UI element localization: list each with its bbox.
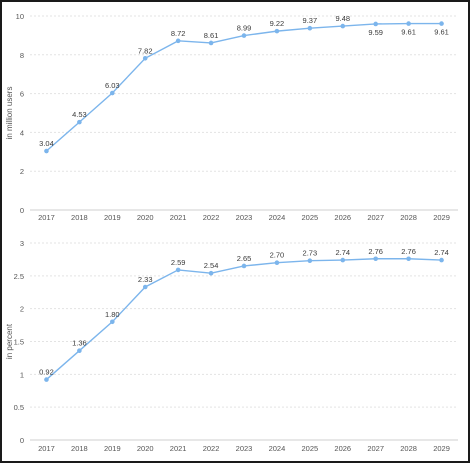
data-label: 2.59 [171,258,186,267]
y-tick-label: 10 [16,12,24,21]
data-label: 8.72 [171,29,186,38]
data-label: 2.76 [401,247,416,256]
data-label: 0.92 [39,368,54,377]
x-tick-label: 2024 [269,444,286,453]
x-tick-label: 2028 [400,444,417,453]
x-tick-label: 2022 [203,213,220,222]
chart-1: 0 2 4 6 8 10 in million users 2017 2018 2019 2020 2… [5,12,458,222]
chart-2: 0 0.5 1 1.5 2 2.5 3 in percent 2017 2018 2019 2020 2… [5,239,458,453]
data-label: 4.53 [72,110,87,119]
x-tick-label: 2025 [302,213,319,222]
y-tick-label: 6 [20,90,24,99]
x-tick-label: 2025 [302,444,319,453]
x-tick-label: 2029 [433,444,450,453]
data-point [110,319,115,325]
data-label: 2.74 [335,248,350,257]
data-label: 2.73 [303,249,318,258]
data-point [439,21,444,26]
y-axis-title: in million users [5,87,14,140]
x-tick-label: 2018 [71,213,88,222]
y-tick-label: 1 [20,370,24,379]
y-tick-label: 8 [20,51,24,60]
data-point [142,284,148,290]
x-tick-label: 2027 [367,213,384,222]
data-label: 2.65 [237,254,252,263]
data-point [142,55,148,61]
data-point [373,256,378,262]
y-tick-label: 2 [20,305,24,314]
x-tick-label: 2024 [269,213,286,222]
data-point [44,377,49,382]
x-tick-label: 2021 [170,213,187,222]
data-label: 7.82 [138,46,153,55]
data-label: 2.70 [270,251,285,260]
y-tick-label: 3 [20,239,24,248]
x-tick-label: 2020 [137,213,154,222]
x-tick-label: 2019 [104,213,121,222]
data-label: 2.74 [434,248,449,257]
data-label: 8.99 [237,24,252,33]
data-point [175,38,181,44]
data-point [241,263,247,269]
x-tick-label: 2018 [71,444,88,453]
y-tick-label: 4 [20,128,24,137]
data-label: 9.37 [303,16,318,25]
data-label: 2.54 [204,261,219,270]
data-point [77,119,82,125]
data-point [241,33,247,38]
x-tick-label: 2017 [38,444,55,453]
data-label: 1.36 [72,339,87,348]
data-label: 3.04 [39,139,54,148]
data-point [307,258,313,264]
y-tick-label: 0 [20,436,24,445]
x-tick-label: 2017 [38,213,55,222]
data-label: 2.33 [138,275,153,284]
x-tick-label: 2021 [170,444,187,453]
data-point [406,21,411,26]
x-tick-label: 2020 [137,444,154,453]
data-point [373,21,378,27]
x-tick-label: 2026 [334,444,351,453]
data-point [274,260,280,266]
data-label: 9.61 [401,28,416,37]
data-point [208,40,214,46]
data-label: 9.48 [335,14,350,23]
y-tick-label: 0 [20,206,24,215]
x-tick-label: 2023 [236,213,253,222]
data-point [44,148,49,154]
data-label: 8.61 [204,31,219,40]
data-point [340,257,346,263]
y-tick-label: 0.5 [14,403,24,412]
data-point [110,90,115,96]
data-point [340,23,346,29]
y-tick-label: 2 [20,167,24,176]
y-axis-title: in percent [5,323,14,359]
x-tick-label: 2019 [104,444,121,453]
x-tick-label: 2028 [400,213,417,222]
data-point [175,267,181,273]
y-tick-label: 1.5 [14,338,24,347]
data-label: 9.59 [368,28,383,37]
data-point [406,256,411,262]
x-tick-label: 2027 [367,444,384,453]
x-tick-label: 2026 [334,213,351,222]
data-label: 2.76 [368,247,383,256]
x-tick-label: 2029 [433,213,450,222]
x-tick-label: 2023 [236,444,253,453]
data-point [274,28,280,34]
data-point [439,257,444,263]
series-line [45,258,442,381]
data-point [208,270,214,276]
y-tick-label: 2.5 [14,272,24,281]
data-point [307,25,313,31]
data-label: 6.03 [105,81,120,90]
data-label: 1.80 [105,310,120,319]
data-label: 9.61 [434,28,449,37]
x-tick-label: 2022 [203,444,220,453]
data-label: 9.22 [270,19,285,28]
data-point [77,348,82,353]
